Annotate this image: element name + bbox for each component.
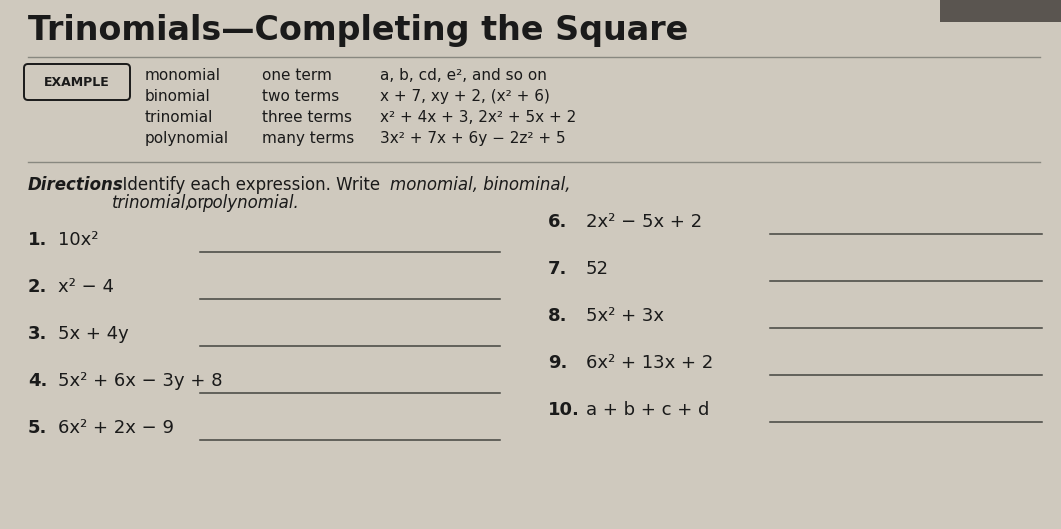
Text: one term: one term	[262, 68, 332, 83]
Text: monomial, binominal,: monomial, binominal,	[390, 176, 571, 194]
Text: 6.: 6.	[547, 213, 568, 231]
Text: 5x² + 3x: 5x² + 3x	[586, 307, 664, 325]
Text: x + 7, xy + 2, (x² + 6): x + 7, xy + 2, (x² + 6)	[380, 89, 550, 104]
Text: or: or	[182, 194, 209, 212]
Text: 10.: 10.	[547, 401, 580, 419]
Text: 4.: 4.	[28, 372, 48, 390]
Text: Identify each expression. Write: Identify each expression. Write	[112, 176, 385, 194]
Text: 52: 52	[586, 260, 609, 278]
Text: monomial: monomial	[145, 68, 221, 83]
Text: 2.: 2.	[28, 278, 48, 296]
Text: 8.: 8.	[547, 307, 568, 325]
Text: a + b + c + d: a + b + c + d	[586, 401, 710, 419]
Text: polynomial.: polynomial.	[202, 194, 299, 212]
Text: 6x² + 13x + 2: 6x² + 13x + 2	[586, 354, 713, 372]
Text: polynomial: polynomial	[145, 131, 229, 146]
Text: 9.: 9.	[547, 354, 568, 372]
Bar	[940, 0, 1061, 22]
Text: trinomial,: trinomial,	[112, 194, 192, 212]
Text: three terms: three terms	[262, 110, 352, 125]
Text: two terms: two terms	[262, 89, 340, 104]
Text: x² − 4: x² − 4	[58, 278, 114, 296]
Text: 5x + 4y: 5x + 4y	[58, 325, 128, 343]
Text: a, b, cd, e², and so on: a, b, cd, e², and so on	[380, 68, 546, 83]
Text: 1.: 1.	[28, 231, 48, 249]
Text: 6x² + 2x − 9: 6x² + 2x − 9	[58, 419, 174, 437]
Text: 3.: 3.	[28, 325, 48, 343]
Text: EXAMPLE: EXAMPLE	[45, 76, 110, 88]
Text: 5x² + 6x − 3y + 8: 5x² + 6x − 3y + 8	[58, 372, 223, 390]
Text: binomial: binomial	[145, 89, 211, 104]
Text: 10x²: 10x²	[58, 231, 99, 249]
Text: 3x² + 7x + 6y − 2z² + 5: 3x² + 7x + 6y − 2z² + 5	[380, 131, 566, 146]
Text: 2x² − 5x + 2: 2x² − 5x + 2	[586, 213, 702, 231]
Text: trinomial: trinomial	[145, 110, 213, 125]
Text: x² + 4x + 3, 2x² + 5x + 2: x² + 4x + 3, 2x² + 5x + 2	[380, 110, 576, 125]
Text: Trinomials—Completing the Square: Trinomials—Completing the Square	[28, 14, 689, 47]
Text: 7.: 7.	[547, 260, 568, 278]
Text: 5.: 5.	[28, 419, 48, 437]
Text: Directions: Directions	[28, 176, 124, 194]
Text: many terms: many terms	[262, 131, 354, 146]
